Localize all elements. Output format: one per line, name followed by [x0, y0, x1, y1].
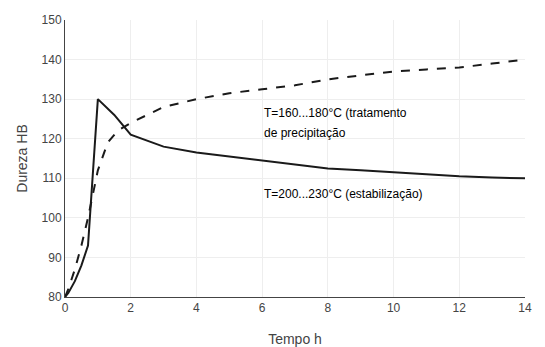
svg-text:6: 6: [259, 301, 266, 315]
svg-text:2: 2: [127, 301, 134, 315]
svg-text:110: 110: [42, 171, 61, 185]
svg-text:Dureza HB: Dureza HB: [14, 124, 30, 192]
svg-text:4: 4: [193, 301, 200, 315]
svg-text:100: 100: [42, 211, 62, 225]
svg-text:140: 140: [42, 53, 62, 67]
svg-text:Tempo h: Tempo h: [268, 331, 322, 347]
svg-text:90: 90: [48, 251, 62, 265]
svg-text:T=200...230°C (estabilização): T=200...230°C (estabilização): [264, 187, 423, 201]
svg-text:8: 8: [325, 301, 332, 315]
svg-text:10: 10: [387, 301, 401, 315]
svg-text:80: 80: [48, 290, 62, 304]
svg-text:12: 12: [453, 301, 467, 315]
svg-text:130: 130: [42, 92, 62, 106]
svg-text:0: 0: [62, 301, 69, 315]
svg-text:de precipitação: de precipitação: [264, 126, 346, 140]
svg-text:T=160...180°C (tratamento: T=160...180°C (tratamento: [264, 106, 407, 120]
svg-text:14: 14: [518, 301, 532, 315]
svg-text:120: 120: [42, 132, 62, 146]
svg-text:150: 150: [42, 13, 62, 27]
